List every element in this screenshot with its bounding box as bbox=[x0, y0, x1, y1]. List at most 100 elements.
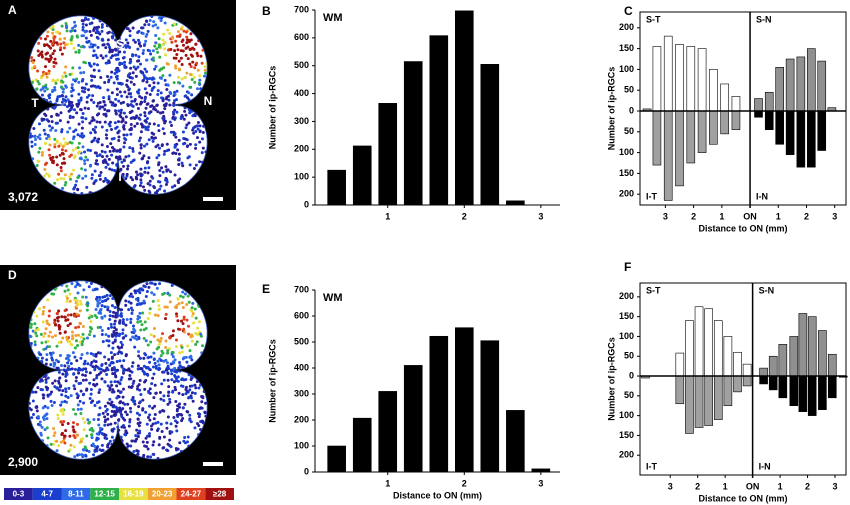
cell-dot bbox=[141, 156, 145, 160]
cell-dot bbox=[92, 417, 96, 421]
cell-dot bbox=[45, 34, 49, 38]
y-tick-label: 0 bbox=[629, 370, 634, 380]
cell-dot bbox=[111, 346, 115, 350]
cell-dot bbox=[97, 372, 101, 376]
cell-dot bbox=[180, 62, 184, 66]
cell-dot bbox=[164, 103, 168, 107]
cell-dot bbox=[75, 422, 79, 426]
cell-dot bbox=[59, 420, 63, 424]
cell-dot bbox=[185, 35, 189, 39]
bar bbox=[454, 327, 474, 473]
cell-dot bbox=[174, 345, 178, 349]
bar bbox=[531, 468, 551, 473]
cell-dot bbox=[108, 388, 112, 392]
cell-dot bbox=[72, 130, 76, 134]
cell-dot bbox=[57, 370, 61, 374]
cell-dot bbox=[83, 87, 87, 91]
cell-dot bbox=[49, 442, 53, 446]
cell-dot bbox=[144, 294, 148, 298]
cell-dot bbox=[131, 53, 135, 57]
cell-dot bbox=[50, 90, 54, 94]
cell-dot bbox=[88, 164, 92, 168]
plot-frame bbox=[639, 282, 847, 476]
cell-dot bbox=[188, 85, 192, 89]
cell-dot bbox=[166, 372, 170, 376]
cell-dot bbox=[113, 380, 117, 384]
cell-dot bbox=[190, 314, 194, 318]
cell-dot bbox=[28, 406, 32, 410]
cell-dot bbox=[170, 378, 174, 382]
cell-dot bbox=[61, 144, 65, 148]
cell-dot bbox=[65, 300, 69, 304]
cell-dot bbox=[44, 114, 48, 118]
cell-dot bbox=[104, 46, 108, 50]
cell-dot bbox=[148, 179, 152, 183]
bar bbox=[697, 110, 707, 153]
cell-dot bbox=[171, 360, 175, 364]
bar bbox=[454, 10, 474, 206]
cell-dot bbox=[194, 42, 198, 46]
cell-dot bbox=[76, 187, 80, 191]
cell-dot bbox=[43, 44, 47, 48]
x-tick-label: 3 bbox=[538, 478, 543, 488]
cell-dot bbox=[194, 130, 198, 134]
bar bbox=[694, 375, 704, 428]
cell-dot bbox=[40, 50, 44, 54]
cell-dot bbox=[111, 314, 115, 318]
cell-dot bbox=[29, 325, 33, 329]
cell-dot bbox=[122, 124, 126, 128]
cell-dot bbox=[152, 20, 156, 24]
cell-dot bbox=[66, 368, 70, 372]
cell-dot bbox=[62, 46, 66, 50]
cell-dot bbox=[132, 185, 136, 189]
cell-dot bbox=[44, 172, 48, 176]
cell-dot bbox=[190, 78, 194, 82]
cell-dot bbox=[59, 364, 63, 368]
cell-dot bbox=[73, 25, 77, 29]
cell-dot bbox=[86, 302, 90, 306]
cell-dot bbox=[137, 383, 141, 387]
cell-dot bbox=[38, 133, 42, 137]
cell-dot bbox=[195, 340, 199, 344]
cell-dot bbox=[120, 41, 124, 45]
cell-dot bbox=[101, 300, 105, 304]
cell-dot bbox=[97, 25, 101, 29]
bar bbox=[818, 375, 827, 410]
cell-dot bbox=[47, 174, 51, 178]
cell-dot bbox=[103, 120, 107, 124]
cell-dot bbox=[114, 111, 118, 115]
bar bbox=[796, 110, 806, 168]
cell-dot bbox=[44, 37, 48, 41]
cell-dot bbox=[125, 413, 129, 417]
cell-dot bbox=[64, 374, 68, 378]
cell-dot bbox=[52, 106, 56, 110]
cell-dot bbox=[141, 185, 145, 189]
cell-dot bbox=[58, 94, 62, 98]
cell-dot bbox=[116, 389, 120, 393]
cell-dot bbox=[164, 165, 168, 169]
cell-dot bbox=[87, 449, 91, 453]
cell-dot bbox=[115, 149, 119, 153]
cell-dot bbox=[70, 83, 74, 87]
cell-dot bbox=[183, 75, 187, 79]
cell-dot bbox=[114, 68, 118, 72]
cell-dot bbox=[146, 317, 150, 321]
cell-dot bbox=[85, 387, 89, 391]
cell-dot bbox=[57, 444, 61, 448]
cell-dot bbox=[81, 378, 85, 382]
colorbar-label: 16-19 bbox=[123, 490, 144, 499]
cell-dot bbox=[53, 57, 57, 61]
cell-dot bbox=[136, 367, 140, 371]
cell-dot bbox=[38, 307, 42, 311]
cell-dot bbox=[64, 429, 68, 433]
cell-dot bbox=[48, 330, 52, 334]
cell-dot bbox=[141, 51, 145, 55]
cell-dot bbox=[177, 391, 181, 395]
cell-dot bbox=[173, 22, 177, 26]
cell-dot bbox=[64, 141, 68, 145]
cell-dot bbox=[177, 59, 181, 63]
cell-dot bbox=[171, 36, 175, 40]
cell-dot bbox=[146, 343, 150, 347]
cell-dot bbox=[79, 356, 83, 360]
cell-dot bbox=[189, 396, 193, 400]
